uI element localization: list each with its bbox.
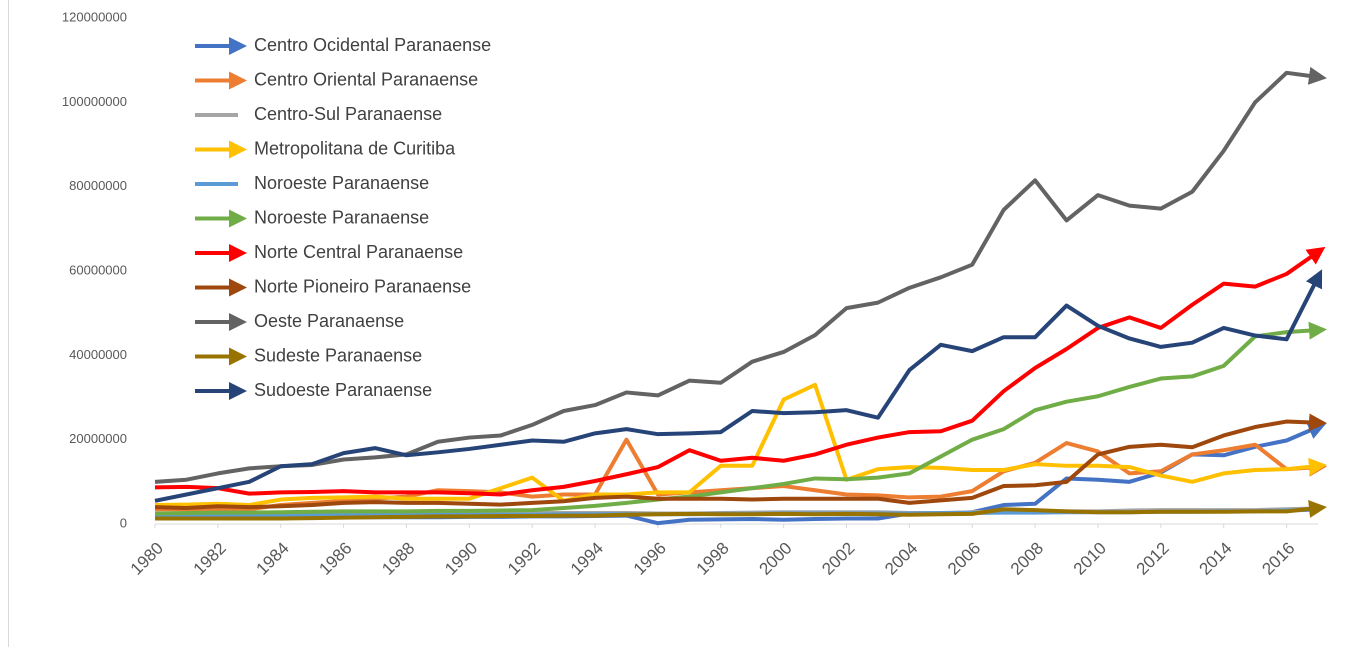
series-line <box>154 321 1327 516</box>
x-tick-label: 1988 <box>378 539 418 579</box>
y-tick-label: 100000000 <box>62 94 127 109</box>
series-line <box>155 499 1327 521</box>
x-tick-label: 2012 <box>1133 539 1173 579</box>
legend-label: Centro Oriental Paranaense <box>254 69 478 89</box>
legend-label: Norte Central Paranaense <box>254 242 463 262</box>
x-tick-label: 2010 <box>1070 539 1110 579</box>
x-tick-label: 1998 <box>693 539 733 579</box>
legend-label: Noroeste Paranaense <box>254 207 429 227</box>
series-line <box>154 269 1323 503</box>
x-tick-label: 1990 <box>441 539 481 579</box>
legend-label: Oeste Paranaense <box>254 311 404 331</box>
legend-label: Noroeste Paranaense <box>254 173 429 193</box>
legend-label: Centro Ocidental Paranaense <box>254 35 491 55</box>
legend-label: Metropolitana de Curitiba <box>254 138 456 158</box>
series-line <box>154 66 1327 484</box>
legend-label: Norte Pioneiro Paranaense <box>254 276 471 296</box>
x-tick-label: 1984 <box>253 539 293 579</box>
legend-label: Centro-Sul Paranaense <box>254 104 442 124</box>
x-tick-label: 2016 <box>1258 539 1298 579</box>
x-tick-label: 1982 <box>190 539 230 579</box>
x-tick-label: 2006 <box>944 539 984 579</box>
chart-frame <box>8 0 9 647</box>
series-line <box>154 246 1326 497</box>
x-tick-label: 2004 <box>881 539 921 579</box>
legend-label: Sudeste Paranaense <box>254 345 422 365</box>
x-tick-label: 1980 <box>127 539 167 579</box>
x-tick-label: 1994 <box>567 539 607 579</box>
y-tick-label: 80000000 <box>69 178 127 193</box>
x-tick-label: 2014 <box>1196 539 1236 579</box>
x-tick-label: 2000 <box>755 539 795 579</box>
series-line <box>154 382 1327 508</box>
y-tick-label: 60000000 <box>69 262 127 277</box>
x-tick-label: 1996 <box>630 539 670 579</box>
series-line <box>154 413 1327 510</box>
y-tick-label: 40000000 <box>69 347 127 362</box>
y-tick-label: 20000000 <box>69 431 127 446</box>
y-tick-label: 0 <box>120 515 127 530</box>
x-tick-label: 1992 <box>504 539 544 579</box>
x-tick-label: 2002 <box>818 539 858 579</box>
y-tick-label: 120000000 <box>62 9 127 24</box>
x-tick-label: 1986 <box>315 539 355 579</box>
x-tick-label: 2008 <box>1007 539 1047 579</box>
legend-label: Sudoeste Paranaense <box>254 380 432 400</box>
